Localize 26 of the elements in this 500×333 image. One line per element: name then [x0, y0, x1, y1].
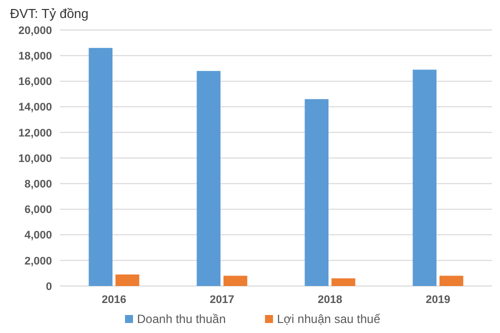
y-tick-label: 20,000	[18, 24, 52, 37]
y-tick-label: 6,000	[24, 204, 52, 216]
y-axis-title: ĐVT: Tỷ đồng	[10, 6, 89, 21]
legend-label: Doanh thu thuần	[137, 312, 226, 326]
bar	[88, 48, 112, 286]
bar	[304, 99, 328, 286]
x-tick-label: 2018	[318, 294, 342, 306]
bar	[116, 274, 140, 286]
bar	[224, 276, 248, 286]
bar	[440, 276, 464, 286]
y-tick-label: 14,000	[18, 102, 52, 114]
bar	[412, 70, 436, 286]
y-tick-label: 2,000	[24, 255, 52, 268]
x-tick-label: 2016	[102, 294, 126, 306]
y-tick-label: 18,000	[18, 50, 52, 62]
bar	[196, 70, 220, 286]
y-tick-label: 12,000	[18, 127, 52, 140]
y-tick-label: 10,000	[18, 152, 52, 165]
y-tick-label: 0	[46, 280, 52, 293]
y-tick-label: 4,000	[24, 230, 52, 242]
y-tick-label: 16,000	[18, 76, 52, 88]
y-tick-label: 8,000	[24, 178, 52, 190]
bar	[332, 278, 356, 286]
x-tick-label: 2019	[426, 294, 450, 306]
x-tick-label: 2017	[210, 294, 234, 306]
legend-label: Lợi nhuận sau thuế	[277, 312, 381, 326]
